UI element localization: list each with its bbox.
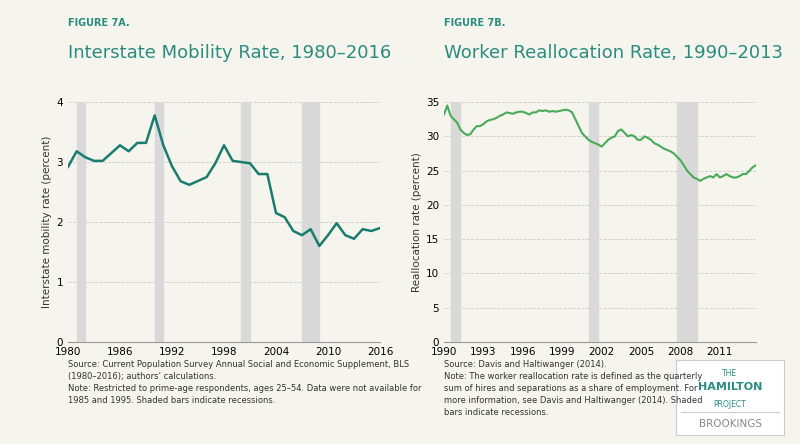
- Bar: [154, 102, 163, 342]
- Bar: [242, 102, 250, 342]
- Text: Worker Reallocation Rate, 1990–2013: Worker Reallocation Rate, 1990–2013: [444, 44, 783, 63]
- Text: BROOKINGS: BROOKINGS: [698, 419, 762, 428]
- Bar: [589, 102, 598, 342]
- Text: THE: THE: [722, 369, 738, 378]
- Bar: [77, 102, 86, 342]
- Text: FIGURE 7B.: FIGURE 7B.: [444, 18, 506, 28]
- Text: PROJECT: PROJECT: [714, 400, 746, 409]
- Text: HAMILTON: HAMILTON: [698, 382, 762, 392]
- Bar: [302, 102, 319, 342]
- Text: Interstate Mobility Rate, 1980–2016: Interstate Mobility Rate, 1980–2016: [68, 44, 391, 63]
- Text: FIGURE 7A.: FIGURE 7A.: [68, 18, 130, 28]
- Y-axis label: Reallocation rate (percent): Reallocation rate (percent): [412, 152, 422, 292]
- Text: Source: Current Population Survey Annual Social and Economic Supplement, BLS
(19: Source: Current Population Survey Annual…: [68, 360, 422, 405]
- Bar: [677, 102, 697, 342]
- Text: Source: Davis and Haltiwanger (2014).
Note: The worker reallocation rate is defi: Source: Davis and Haltiwanger (2014). No…: [444, 360, 702, 417]
- Y-axis label: Interstate mobility rate (percent): Interstate mobility rate (percent): [42, 136, 52, 308]
- Bar: [450, 102, 461, 342]
